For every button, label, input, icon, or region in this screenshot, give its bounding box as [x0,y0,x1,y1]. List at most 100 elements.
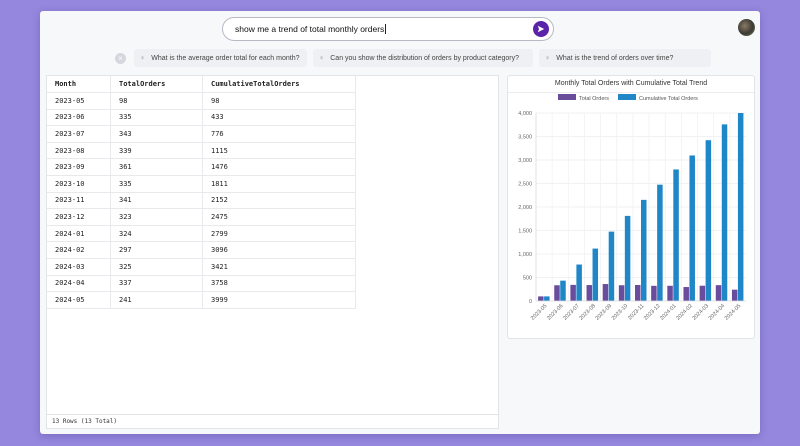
suggestion-chip-1[interactable]: ♀ What is the average order total for ea… [134,49,307,67]
table-cell: 1811 [203,175,356,192]
results-table: Month TotalOrders CumulativeTotalOrders … [47,76,356,309]
table-footer: 13 Rows (13 Total) [47,414,498,428]
legend-swatch [618,94,636,100]
y-tick-label: 0 [529,299,532,305]
search-bar[interactable]: show me a trend of total monthly orders [222,17,554,41]
column-header[interactable]: CumulativeTotalOrders [203,76,356,92]
table-cell: 241 [111,292,203,308]
send-button[interactable] [533,21,549,37]
bar-total-orders [586,285,593,301]
bar-total-orders [570,284,576,301]
table-cell: 2475 [203,209,356,225]
table-cell: 2023-05 [47,93,111,109]
bar-cumulative-total-orders [576,264,582,301]
table-cell: 2799 [203,225,356,242]
table-cell: 2152 [203,192,356,209]
table-row[interactable]: 2024-05 241 3999 [47,292,356,309]
bar-total-orders [731,289,738,301]
table-row[interactable]: 2023-11 341 2152 [47,192,356,210]
x-tick-label: 2024-02 [675,303,694,322]
bar-chart: Total Orders Cumulative Total Orders 0 500 1… [518,94,746,322]
table-cell: 341 [111,192,203,209]
suggestion-chip-2[interactable]: ♀ Can you show the distribution of order… [313,49,533,67]
table-cell: 323 [111,209,203,225]
table-cell: 2024-02 [47,242,111,258]
table-row[interactable]: 2023-12 323 2475 [47,209,356,226]
y-tick-label: 2,500 [518,182,532,188]
table-cell: 3758 [203,275,356,292]
table-cell: 433 [203,109,356,126]
bar-total-orders [602,284,609,301]
y-tick-label: 1,500 [518,229,532,235]
bar-total-orders [699,285,706,301]
table-row[interactable]: 2023-05 98 98 [47,93,356,110]
table-row[interactable]: 2024-01 324 2799 [47,225,356,243]
results-table-panel: Month TotalOrders CumulativeTotalOrders … [46,75,499,429]
table-cell: 2024-01 [47,225,111,242]
x-tick-label: 2024-01 [659,303,678,322]
bar-cumulative-total-orders [592,248,599,301]
x-tick-label: 2023-08 [578,303,597,322]
x-tick-label: 2024-03 [692,303,711,322]
table-row[interactable]: 2023-09 361 1476 [47,159,356,176]
y-tick-label: 3,500 [518,135,532,141]
lightbulb-icon: ♀ [319,54,325,62]
chart-title: Monthly Total Orders with Cumulative Tot… [554,80,708,87]
y-tick-label: 2,000 [518,205,532,211]
table-cell: 2023-10 [47,175,111,192]
y-tick-label: 3,000 [518,158,532,164]
y-tick-label: 500 [523,276,532,282]
legend-swatch [558,94,576,100]
clear-suggestions-button[interactable]: × [115,53,126,64]
table-cell: 335 [111,175,203,192]
divider [508,92,754,93]
bar-total-orders [635,284,641,301]
bar-total-orders [683,287,689,301]
suggestion-chip-3[interactable]: ♀ What is the trend of orders over time? [539,49,711,67]
bar-total-orders [667,285,673,301]
column-header[interactable]: Month [47,76,111,92]
bar-cumulative-total-orders [673,169,679,301]
table-cell: 2024-05 [47,292,111,308]
chart-panel: Monthly Total Orders with Cumulative Tot… [507,75,755,339]
table-cell: 2024-04 [47,275,111,292]
x-tick-label: 2024-05 [724,303,743,322]
table-cell: 361 [111,159,203,175]
bar-cumulative-total-orders [544,296,550,301]
legend-label: Cumulative Total Orders [639,96,698,102]
user-avatar[interactable] [738,19,755,36]
table-cell: 297 [111,242,203,258]
column-header[interactable]: TotalOrders [111,76,203,92]
table-cell: 2024-03 [47,258,111,275]
table-row[interactable]: 2024-03 325 3421 [47,258,356,276]
table-cell: 776 [203,126,356,142]
table-cell: 2023-06 [47,109,111,126]
app-window: show me a trend of total monthly orders … [40,11,760,434]
table-row[interactable]: 2023-10 335 1811 [47,175,356,193]
y-tick-label: 1,000 [518,252,532,258]
table-cell: 3999 [203,292,356,308]
bar-cumulative-total-orders [737,113,744,301]
table-cell: 2023-11 [47,192,111,209]
table-cell: 2023-07 [47,126,111,142]
table-row[interactable]: 2023-07 343 776 [47,126,356,143]
x-tick-label: 2023-07 [562,303,581,322]
table-row[interactable]: 2024-04 337 3758 [47,275,356,293]
table-cell: 343 [111,126,203,142]
send-icon [537,25,545,33]
search-input[interactable]: show me a trend of total monthly orders [235,23,387,35]
bar-cumulative-total-orders [624,215,631,301]
table-row[interactable]: 2023-06 335 433 [47,109,356,127]
bar-cumulative-total-orders [560,280,566,301]
table-cell: 324 [111,225,203,242]
x-tick-label: 2023-12 [643,303,662,322]
table-cell: 98 [111,93,203,109]
bar-total-orders [618,285,625,301]
bar-total-orders [554,285,560,301]
table-header-row: Month TotalOrders CumulativeTotalOrders [47,76,356,93]
table-row[interactable]: 2024-02 297 3096 [47,242,356,259]
table-row[interactable]: 2023-08 339 1115 [47,142,356,160]
x-tick-label: 2023-05 [530,303,549,322]
x-tick-label: 2024-04 [708,303,727,322]
table-cell: 3421 [203,258,356,275]
